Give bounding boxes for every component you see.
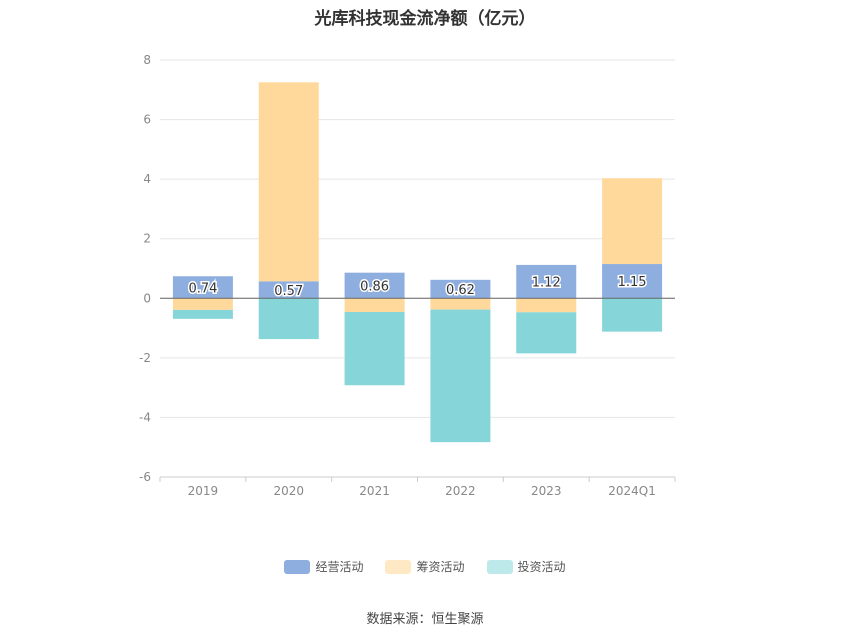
- legend: 经营活动 筹资活动 投资活动: [0, 558, 850, 575]
- legend-item-operating[interactable]: 经营活动: [284, 558, 363, 575]
- bar-operating: [516, 264, 577, 299]
- data-label: 0.86: [360, 279, 389, 294]
- y-tick-label: -6: [139, 470, 151, 484]
- x-tick-label: 2020: [273, 484, 304, 498]
- y-tick-label: 6: [143, 113, 151, 127]
- x-tick-label: 2021: [359, 484, 390, 498]
- bar-financing: [516, 298, 577, 313]
- legend-swatch-investing: [486, 559, 513, 574]
- data-label: 0.62: [446, 283, 475, 298]
- legend-label-investing: 投资活动: [517, 560, 566, 574]
- x-tick-label: 2022: [445, 484, 476, 498]
- legend-item-financing[interactable]: 筹资活动: [385, 558, 465, 575]
- bar-financing: [430, 298, 491, 310]
- y-tick-label: -2: [139, 351, 151, 365]
- bar-investing: [516, 312, 577, 354]
- y-tick-label: 0: [143, 291, 151, 305]
- x-tick-label: 2023: [531, 484, 562, 498]
- data-label: 0.57: [274, 284, 303, 299]
- bar-investing: [172, 309, 233, 319]
- bar-financing: [344, 298, 405, 312]
- bar-investing: [258, 298, 319, 340]
- data-label: 1.15: [618, 275, 647, 290]
- y-tick-label: 8: [143, 53, 151, 67]
- data-label: 0.74: [188, 281, 217, 296]
- data-label: 1.12: [532, 276, 561, 291]
- source-note: 数据来源：恒生聚源: [366, 612, 484, 627]
- legend-label-operating: 经营活动: [315, 560, 364, 574]
- bar-investing: [602, 298, 663, 332]
- legend-swatch-operating: [284, 559, 311, 574]
- legend-label-financing: 筹资活动: [416, 560, 465, 574]
- bar-operating: [344, 272, 405, 299]
- y-tick-label: 2: [143, 232, 151, 246]
- bar-operating: [258, 281, 319, 299]
- bar-financing: [602, 178, 663, 265]
- bar-financing: [258, 82, 319, 282]
- legend-swatch-financing: [385, 559, 412, 574]
- y-tick-label: 4: [143, 172, 151, 186]
- chart-title: 光库科技现金流净额（亿元）: [314, 9, 536, 29]
- bar-operating: [172, 276, 233, 299]
- y-tick-label: -4: [139, 410, 151, 424]
- x-tick-label: 2019: [188, 484, 219, 498]
- bar-investing: [344, 311, 405, 386]
- bar-operating: [602, 264, 663, 299]
- x-tick-label: 2024Q1: [608, 484, 656, 498]
- bar-investing: [430, 309, 491, 443]
- bar-operating: [430, 279, 491, 299]
- legend-item-investing[interactable]: 投资活动: [486, 558, 566, 575]
- bar-financing: [172, 298, 233, 310]
